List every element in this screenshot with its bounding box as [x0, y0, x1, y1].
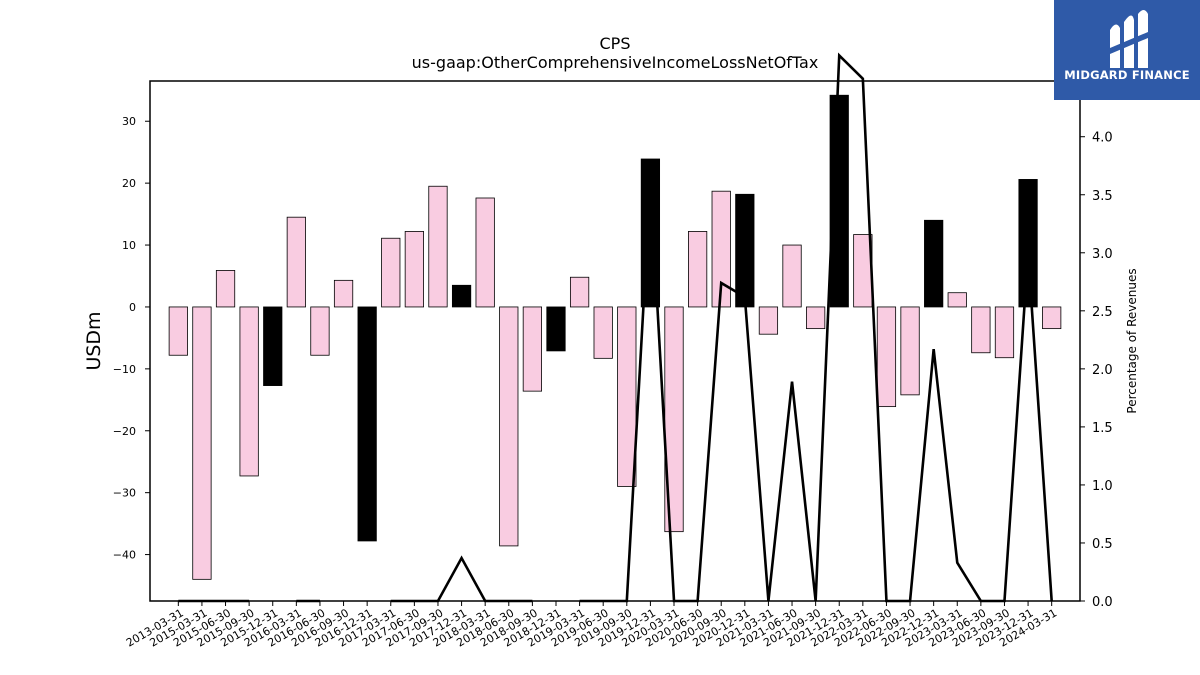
y-tick-label: 0 [129, 301, 136, 314]
y2-tick-label: 0.5 [1092, 537, 1113, 552]
bar [499, 306, 519, 547]
bar [404, 231, 424, 308]
bar [947, 292, 967, 308]
y2-tick-label: 3.5 [1092, 189, 1113, 204]
y-tick-label: −10 [113, 363, 136, 376]
bar [357, 306, 377, 542]
axes: 30 20 10 0 −10 −20 −30 −40 0.0 0.5 1.0 1.5 2.0 2.5 3.0… [113, 80, 1113, 650]
y2-tick-label: 4.0 [1092, 131, 1113, 146]
bar [286, 216, 306, 308]
bar [215, 270, 236, 308]
y-tick-label: −20 [113, 425, 136, 438]
y-axis-label: USDm [83, 311, 105, 370]
y2-tick-label: 2.0 [1092, 363, 1113, 378]
y-tick-label: 20 [122, 177, 136, 190]
logo-text: MIDGARD FINANCE [1064, 68, 1190, 82]
bar [758, 306, 779, 335]
bar [806, 306, 826, 330]
bar [546, 306, 566, 352]
bar [876, 306, 897, 408]
y2-axis-label: Percentage of Revenues [1125, 268, 1139, 413]
bar [569, 276, 590, 308]
bar [451, 284, 472, 308]
bar [1042, 306, 1062, 330]
bar [593, 306, 613, 359]
bar [735, 193, 755, 308]
bar [475, 197, 495, 308]
y-tick-label: −30 [113, 487, 136, 500]
bar [428, 185, 448, 308]
bar [263, 306, 283, 386]
bar [192, 306, 212, 580]
bar [381, 237, 401, 308]
bar [1018, 179, 1038, 308]
y-tick-label: 30 [122, 115, 136, 128]
bar [782, 244, 802, 308]
bar [239, 306, 259, 477]
y2-tick-label: 1.0 [1092, 479, 1113, 494]
bar [617, 306, 637, 487]
bar [522, 306, 542, 392]
midgard-logo-icon [1110, 10, 1148, 69]
bar [924, 219, 944, 308]
chart-title: CPS [600, 34, 631, 53]
bars [168, 94, 1062, 580]
bar [333, 279, 354, 308]
line-series [390, 555, 533, 603]
bar [994, 306, 1015, 359]
bar [900, 306, 920, 396]
y-tick-label: 10 [122, 239, 136, 252]
y2-tick-label: 0.0 [1092, 595, 1113, 610]
bar [310, 306, 330, 356]
bar [688, 231, 708, 308]
bar [711, 190, 731, 308]
y-tick-label: −40 [113, 549, 136, 562]
y2-tick-label: 3.0 [1092, 247, 1113, 262]
bar [168, 306, 188, 356]
chart-subtitle: us-gaap:OtherComprehensiveIncomeLossNetO… [412, 53, 819, 72]
plot-frame [149, 80, 1081, 602]
y2-tick-label: 1.5 [1092, 421, 1113, 436]
line-layer [178, 52, 1053, 603]
bar [971, 306, 991, 354]
y2-tick-label: 2.5 [1092, 305, 1113, 320]
midgard-logo: MIDGARD FINANCE [1054, 0, 1200, 100]
